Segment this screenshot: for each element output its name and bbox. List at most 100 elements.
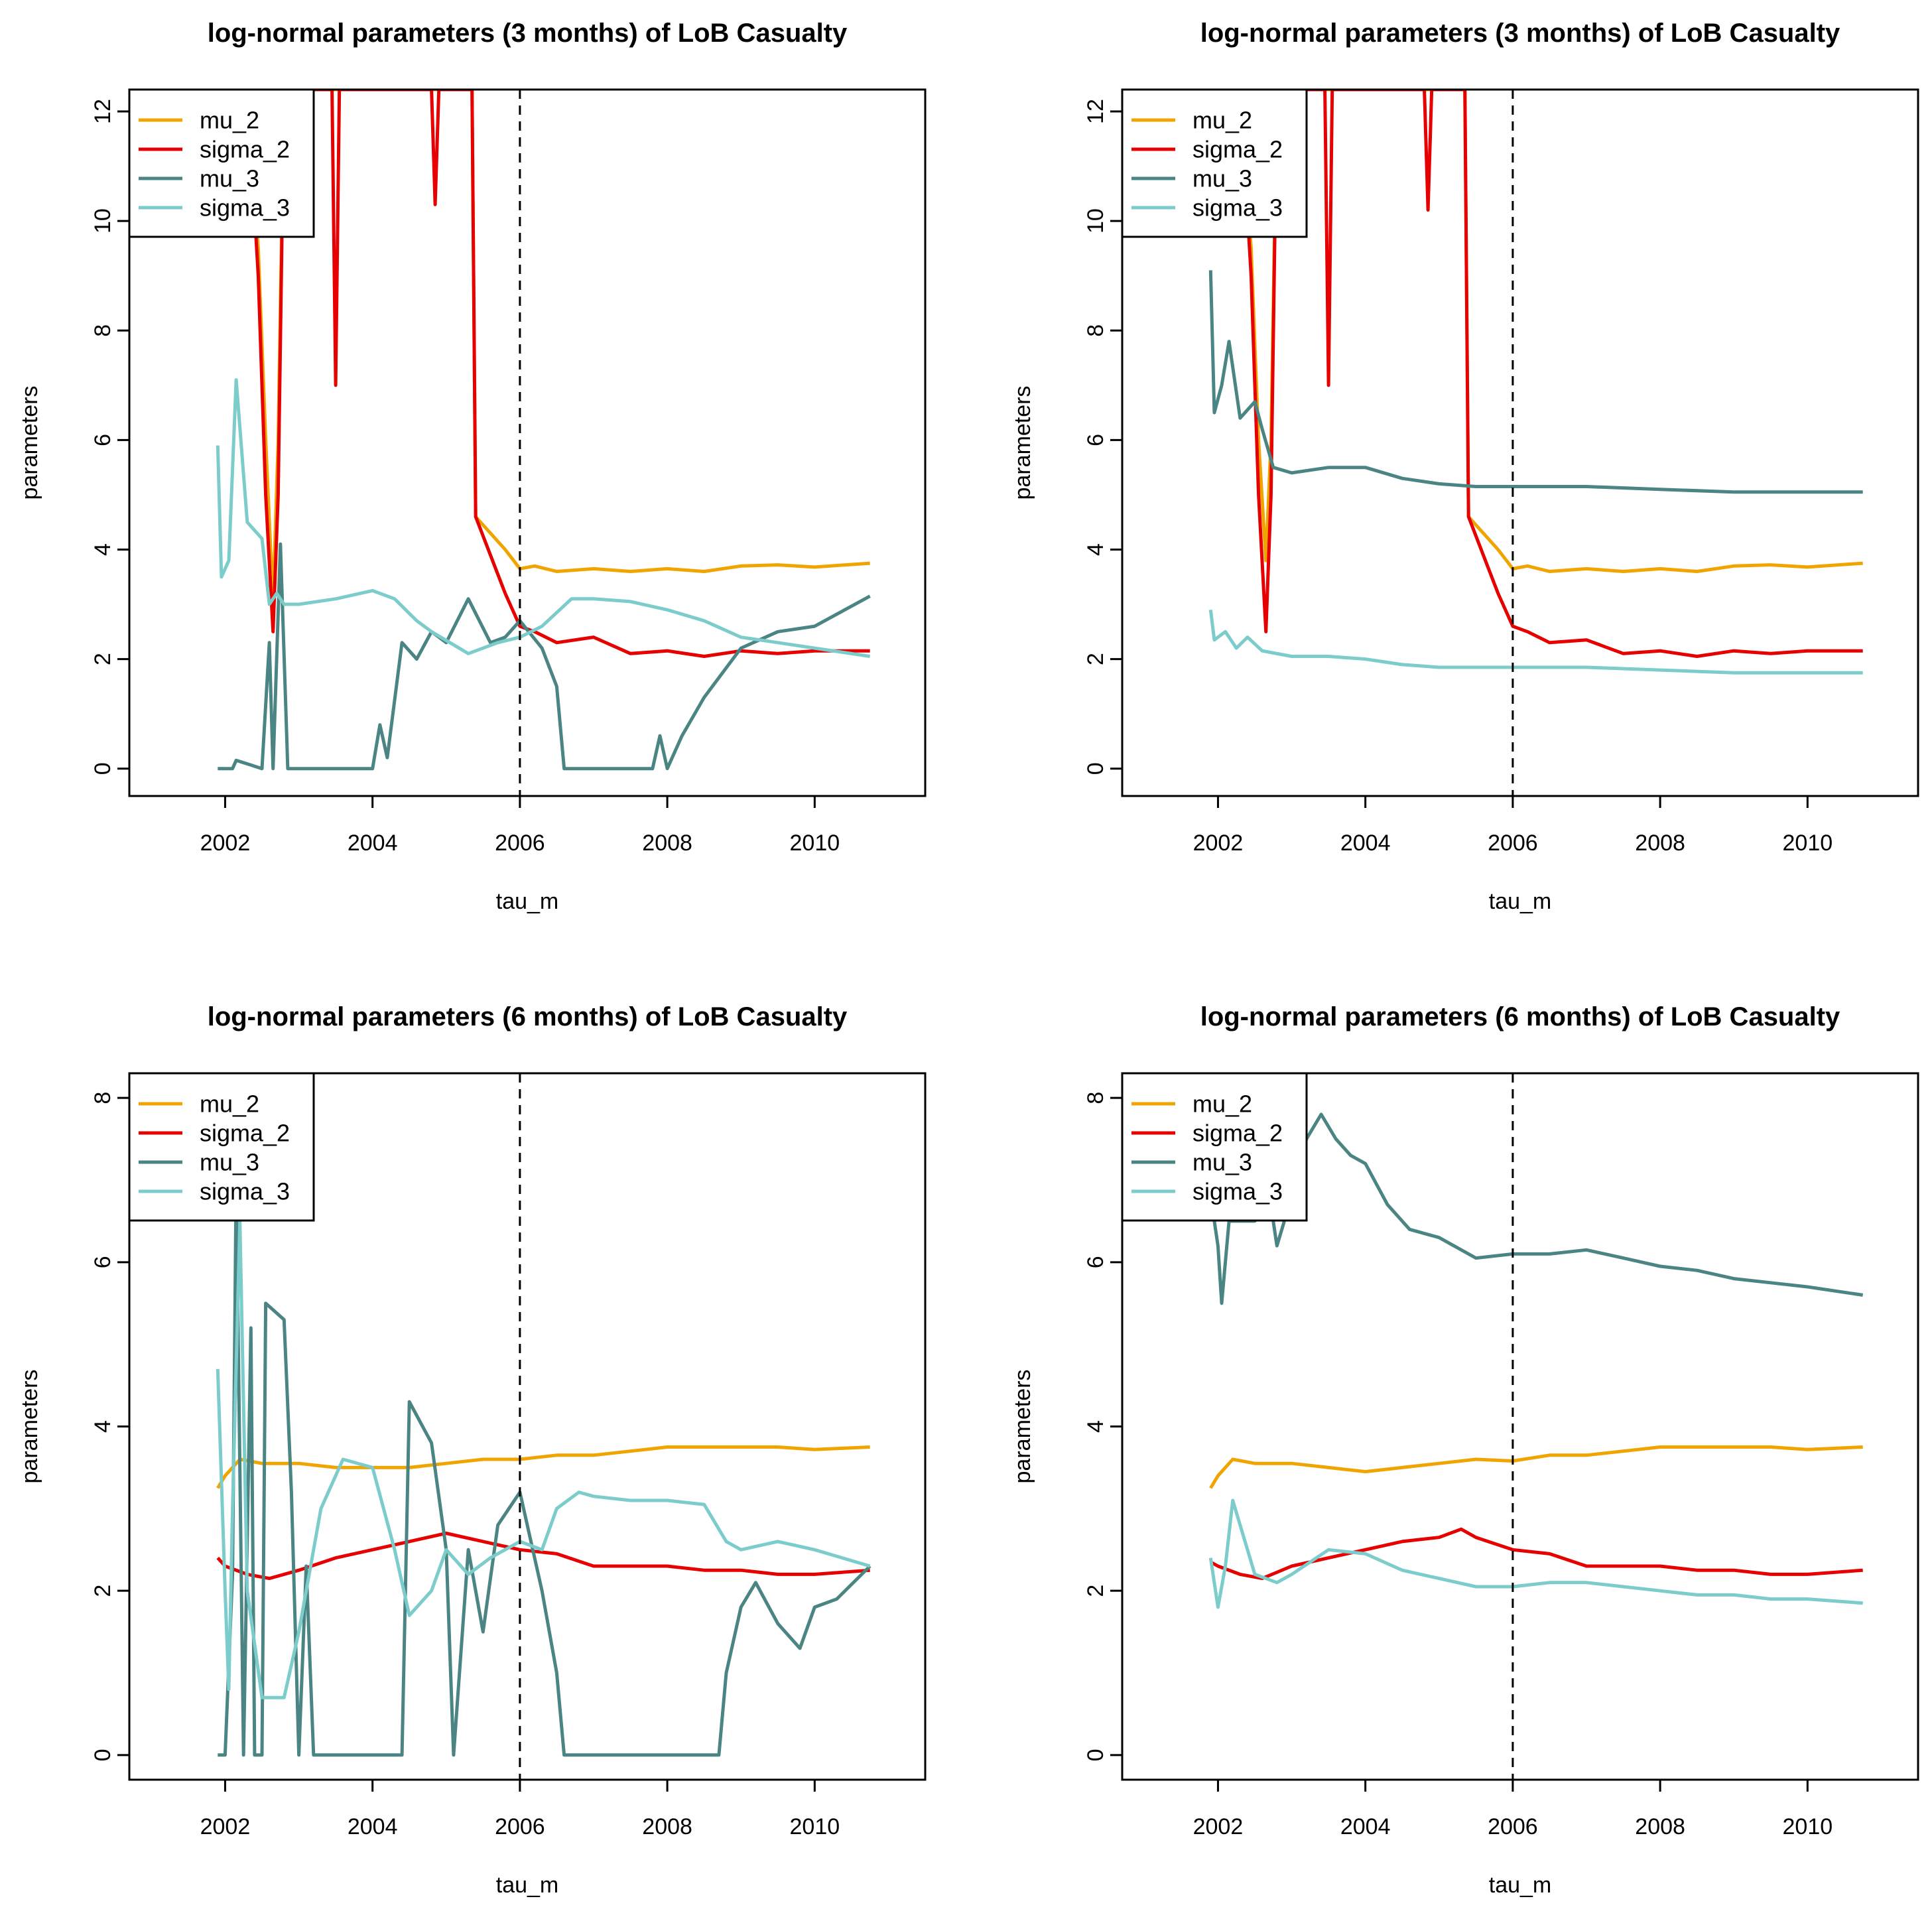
- y-tick-label: 10: [1083, 208, 1108, 233]
- y-tick-label: 8: [1083, 1092, 1108, 1104]
- x-tick-label: 2006: [1488, 830, 1538, 856]
- series-line-sigma-2: [245, 90, 870, 658]
- series-line-mu-3: [1208, 270, 1863, 494]
- y-tick-label: 8: [90, 324, 115, 337]
- y-axis-label: parameters: [1010, 386, 1035, 500]
- x-tick-label: 2004: [1340, 1814, 1391, 1839]
- y-tick-label: 2: [90, 1585, 115, 1597]
- x-axis-label: tau_m: [1489, 1873, 1552, 1898]
- x-tick-label: 2004: [348, 1814, 398, 1839]
- x-tick-label: 2006: [495, 830, 545, 856]
- legend-label: mu_3: [200, 1149, 259, 1176]
- legend-box: [1121, 1072, 1308, 1222]
- legend-label: sigma_3: [1192, 194, 1283, 222]
- y-tick-label: 6: [1083, 1256, 1108, 1268]
- y-axis-label: parameters: [17, 1370, 42, 1484]
- y-tick-label: 6: [90, 1256, 115, 1268]
- y-axis-label: parameters: [1010, 1370, 1035, 1484]
- legend-label: sigma_2: [1192, 1120, 1283, 1147]
- series-line-mu-2: [1238, 90, 1863, 573]
- x-tick-label: 2010: [790, 830, 840, 856]
- series-line-mu-3: [218, 1178, 871, 1757]
- y-tick-label: 2: [1083, 653, 1108, 665]
- y-tick-label: 4: [1083, 1420, 1108, 1433]
- series-line-mu-2: [216, 1445, 870, 1489]
- y-tick-label: 6: [90, 434, 115, 446]
- x-tick-label: 2010: [1783, 830, 1833, 856]
- legend-box: [128, 1072, 315, 1222]
- y-tick-label: 2: [1083, 1585, 1108, 1597]
- chart-panel-2: log-normal parameters (3 months) of LoB …: [1010, 19, 1919, 914]
- chart-title: log-normal parameters (3 months) of LoB …: [1200, 19, 1840, 48]
- y-tick-label: 8: [90, 1092, 115, 1104]
- plot-frame: [128, 88, 927, 797]
- x-tick-label: 2006: [1488, 1814, 1538, 1839]
- chart-title: log-normal parameters (3 months) of LoB …: [208, 19, 848, 48]
- plot-frame: [1121, 88, 1919, 797]
- x-tick-label: 2002: [200, 830, 251, 856]
- chart-panel-3: log-normal parameters (6 months) of LoB …: [17, 1002, 927, 1898]
- y-tick-label: 2: [90, 653, 115, 665]
- series-line-sigma-3: [1208, 1498, 1863, 1609]
- x-tick-label: 2002: [1193, 830, 1244, 856]
- legend-label: sigma_3: [200, 1178, 290, 1205]
- x-axis-label: tau_m: [1489, 889, 1552, 914]
- y-tick-label: 0: [1083, 1749, 1108, 1761]
- y-tick-label: 6: [1083, 434, 1108, 446]
- legend-label: sigma_2: [200, 1120, 290, 1147]
- chart-panel-4: log-normal parameters (6 months) of LoB …: [1010, 1002, 1919, 1898]
- series-line-sigma-2: [1238, 90, 1863, 658]
- x-tick-label: 2004: [348, 830, 398, 856]
- y-tick-label: 0: [90, 1749, 115, 1761]
- legend-label: sigma_3: [1192, 1178, 1283, 1205]
- series-line-sigma-3: [216, 1219, 871, 1699]
- y-tick-label: 12: [1083, 99, 1108, 124]
- y-tick-label: 4: [90, 543, 115, 556]
- legend-label: mu_2: [200, 107, 259, 134]
- y-tick-label: 4: [90, 1420, 115, 1433]
- y-tick-label: 8: [1083, 324, 1108, 337]
- y-tick-label: 4: [1083, 543, 1108, 556]
- x-tick-label: 2004: [1340, 830, 1391, 856]
- y-tick-label: 10: [90, 208, 115, 233]
- series-line-sigma-2: [216, 1532, 870, 1581]
- x-tick-label: 2008: [642, 1814, 692, 1839]
- legend-label: mu_3: [200, 165, 259, 192]
- y-axis-label: parameters: [17, 386, 42, 500]
- chart-title: log-normal parameters (6 months) of LoB …: [1200, 1002, 1840, 1031]
- legend-label: sigma_2: [1192, 136, 1283, 163]
- x-tick-label: 2010: [1783, 1814, 1833, 1839]
- x-tick-label: 2008: [642, 830, 692, 856]
- x-tick-label: 2008: [1635, 1814, 1685, 1839]
- series-line-sigma-3: [1208, 609, 1863, 675]
- legend-label: mu_2: [1192, 1091, 1252, 1118]
- x-tick-label: 2002: [200, 1814, 251, 1839]
- series-line-mu-3: [1212, 1112, 1864, 1305]
- chart-title: log-normal parameters (6 months) of LoB …: [208, 1002, 848, 1031]
- chart-panel-1: log-normal parameters (3 months) of LoB …: [17, 19, 927, 914]
- x-tick-label: 2010: [790, 1814, 840, 1839]
- x-tick-label: 2002: [1193, 1814, 1244, 1839]
- legend-label: sigma_2: [200, 136, 290, 163]
- series-line-mu-3: [218, 542, 871, 771]
- x-tick-label: 2008: [1635, 830, 1685, 856]
- legend-label: mu_3: [1192, 1149, 1252, 1176]
- legend-box: [1121, 88, 1308, 238]
- series-line-sigma-3: [216, 378, 871, 658]
- legend-label: mu_2: [200, 1091, 259, 1118]
- y-tick-label: 0: [1083, 762, 1108, 775]
- legend-label: mu_3: [1192, 165, 1252, 192]
- x-axis-label: tau_m: [496, 1873, 559, 1898]
- series-line-mu-2: [1209, 1445, 1863, 1489]
- series-line-mu-2: [245, 90, 870, 606]
- series-line-sigma-2: [1210, 1527, 1863, 1581]
- x-axis-label: tau_m: [496, 889, 559, 914]
- legend-label: mu_2: [1192, 107, 1252, 134]
- y-tick-label: 0: [90, 762, 115, 775]
- legend-label: sigma_3: [200, 194, 290, 222]
